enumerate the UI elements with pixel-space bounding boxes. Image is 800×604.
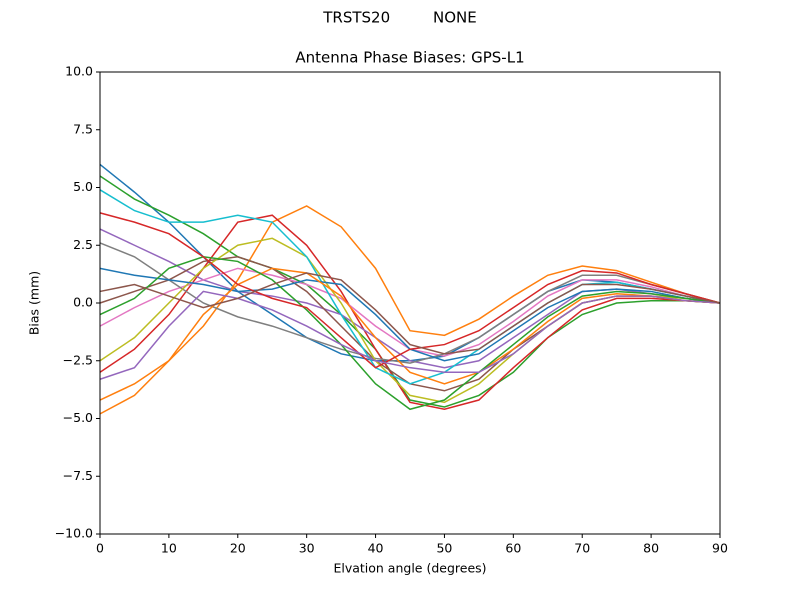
series-line <box>99 175 721 408</box>
y-tick-label: 5.0 <box>73 179 93 194</box>
y-tick-label: −2.5 <box>63 352 93 367</box>
series-line <box>99 212 721 369</box>
y-tick-label: 0.0 <box>73 295 93 310</box>
x-tick-label: 40 <box>368 541 384 556</box>
x-axis-label: Elvation angle (degrees) <box>333 561 486 576</box>
x-tick-label: 80 <box>643 541 659 556</box>
series-line <box>99 290 721 380</box>
x-tick-label: 60 <box>505 541 521 556</box>
y-tick-label: −10.0 <box>55 526 93 541</box>
x-tick-label: 20 <box>230 541 246 556</box>
y-tick-label: −5.0 <box>63 410 93 425</box>
y-tick-label: −7.5 <box>63 468 93 483</box>
plot-area <box>99 163 721 415</box>
series-line <box>99 205 721 415</box>
y-tick-label: 10.0 <box>65 64 93 79</box>
x-tick-label: 0 <box>96 541 104 556</box>
y-tick-label: 7.5 <box>73 121 93 136</box>
suptitle: TRSTS20 NONE <box>322 9 477 27</box>
x-tick-label: 70 <box>574 541 590 556</box>
x-tick-label: 90 <box>712 541 728 556</box>
x-tick-label: 10 <box>161 541 177 556</box>
chart-title: Antenna Phase Biases: GPS-L1 <box>295 49 524 67</box>
series-line <box>99 189 721 385</box>
series-line <box>99 272 721 355</box>
series-line <box>99 267 721 401</box>
x-tick-label: 50 <box>436 541 452 556</box>
y-tick-label: 2.5 <box>73 237 93 252</box>
y-axis-label: Bias (mm) <box>27 271 42 335</box>
x-tick-label: 30 <box>299 541 315 556</box>
series-line <box>99 242 721 364</box>
